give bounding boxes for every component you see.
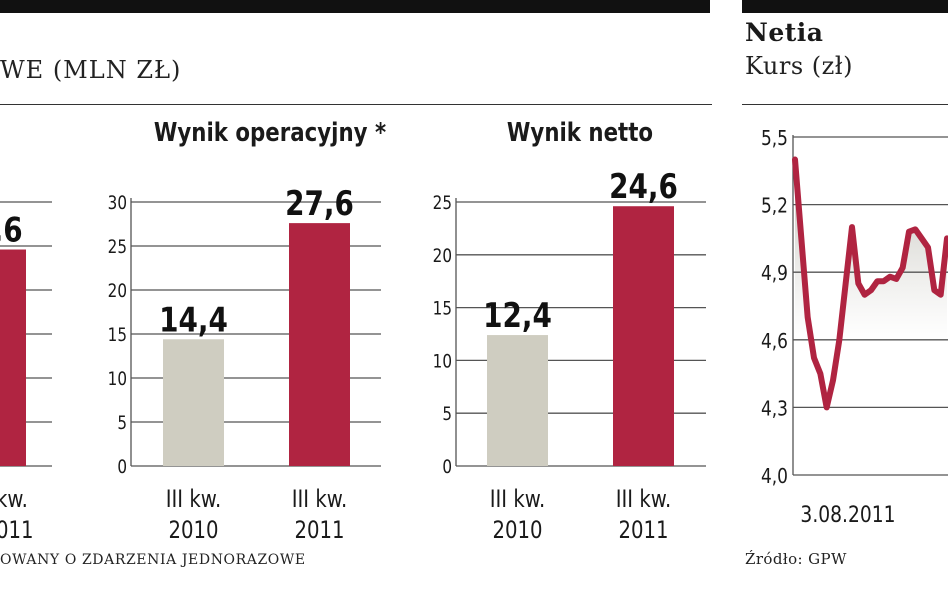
- y-tick-label: 0: [117, 456, 127, 478]
- y-tick-label: 30: [108, 192, 127, 214]
- category-label: 2010: [492, 517, 542, 544]
- category-label: III kw.: [166, 486, 222, 513]
- price-area: [795, 159, 947, 340]
- y-tick-label: 4,3: [761, 398, 788, 421]
- y-tick-label: 4,6: [761, 331, 788, 354]
- category-label: 2010: [168, 517, 218, 544]
- y-tick-label: 10: [433, 351, 452, 373]
- chart-title-operating: Wynik operacyjny *: [153, 118, 387, 148]
- y-tick-label: 15: [108, 324, 127, 346]
- bar-2010: [487, 335, 548, 466]
- category-label: 2011: [618, 517, 668, 544]
- category-label: kw.: [0, 486, 28, 513]
- stock-name: Netia: [745, 18, 824, 47]
- category-label: III kw.: [616, 486, 672, 513]
- category-label: III kw.: [490, 486, 546, 513]
- y-tick-label: 4,0: [761, 466, 788, 489]
- y-tick-label: 5: [117, 412, 127, 434]
- y-tick-label: 15: [433, 298, 452, 320]
- footnote: OWANY O ZDARZENIA JEDNORAZOWE: [0, 552, 306, 568]
- y-tick-label: 25: [108, 236, 127, 258]
- y-tick-label: 20: [433, 245, 452, 267]
- y-tick-label: 4,9: [761, 263, 788, 286]
- category-label: 2011: [294, 517, 344, 544]
- bar-2010: [163, 339, 224, 466]
- bar-2011: [613, 206, 674, 466]
- y-tick-label: 5: [442, 404, 452, 426]
- price-line: [792, 156, 948, 411]
- x-tick-label: 3.08.2011: [800, 502, 895, 528]
- value-label: 12,4: [483, 296, 552, 335]
- y-tick-label: 10: [108, 368, 127, 390]
- source-note: Źródło: GPW: [745, 550, 847, 568]
- value-label: 27,6: [285, 185, 354, 224]
- chart-title-net: Wynik netto: [506, 118, 654, 148]
- y-tick-label: 20: [108, 280, 127, 302]
- y-tick-label: 5,2: [761, 195, 788, 218]
- header-divider-right: [742, 104, 948, 105]
- category-label: III kw.: [292, 486, 348, 513]
- y-tick-label: 5,5: [761, 128, 788, 151]
- header-divider-left: [0, 104, 712, 105]
- bar-2011: [289, 223, 350, 466]
- value-label: 4,6: [0, 211, 23, 250]
- value-label: 14,4: [159, 301, 228, 340]
- stock-subtitle: Kurs (zł): [745, 52, 853, 80]
- top-bar-right: [742, 0, 948, 13]
- section-caption: WE (MLN ZŁ): [0, 56, 182, 84]
- top-bar-left: [0, 0, 710, 13]
- category-label: 011: [0, 517, 34, 544]
- value-label: 24,6: [609, 168, 678, 207]
- y-tick-label: 25: [433, 192, 452, 214]
- y-tick-label: 0: [442, 456, 452, 478]
- bar-2011: [0, 249, 26, 466]
